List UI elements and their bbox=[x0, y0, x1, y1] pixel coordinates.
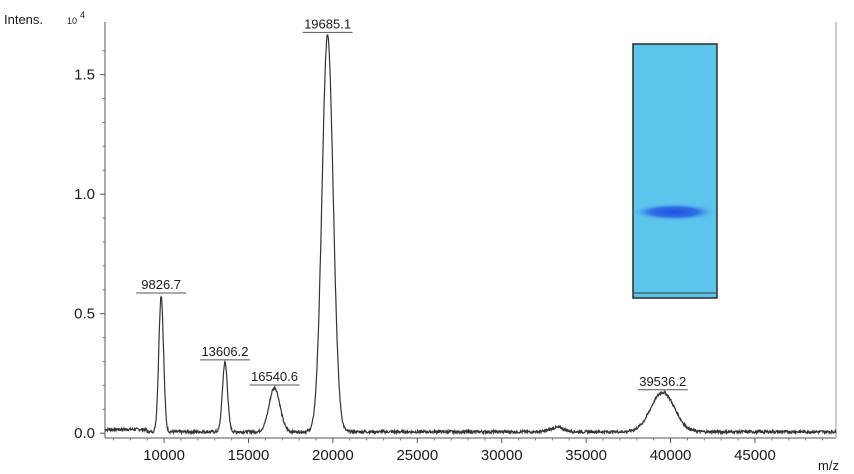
x-tick-label: 15000 bbox=[228, 447, 270, 464]
axis-tick-labels: 10000 15000 20000 25000 30000 35000 40000 45000… bbox=[74, 67, 776, 464]
gel-lane bbox=[632, 43, 718, 299]
peak-label-text: 19685.1 bbox=[304, 16, 351, 31]
y-axis-scale-exponent: 4 bbox=[80, 10, 85, 20]
peak-label: 9826.7 bbox=[136, 277, 187, 294]
x-tick-label: 35000 bbox=[565, 447, 607, 464]
axis-ticks bbox=[100, 50, 823, 443]
peak-label-text: 13606.2 bbox=[201, 344, 248, 359]
peak-label: 39536.2 bbox=[637, 374, 688, 391]
y-tick-label: 1.5 bbox=[74, 67, 95, 84]
peak-label: 19685.1 bbox=[302, 16, 353, 33]
x-tick-label: 40000 bbox=[650, 447, 692, 464]
x-tick-label: 20000 bbox=[312, 447, 354, 464]
y-tick-label: 0.0 bbox=[74, 425, 95, 442]
spectrum-line bbox=[104, 33, 837, 436]
gel-protein-band bbox=[630, 203, 718, 221]
x-axis-label: m/z bbox=[818, 458, 839, 473]
x-tick-label: 45000 bbox=[734, 447, 776, 464]
gel-inset bbox=[630, 43, 718, 299]
y-tick-label: 1.0 bbox=[74, 186, 95, 203]
peak-label: 16540.6 bbox=[249, 369, 300, 386]
x-tick-label: 10000 bbox=[143, 447, 185, 464]
x-tick-label: 30000 bbox=[481, 447, 523, 464]
y-tick-label: 0.5 bbox=[74, 306, 95, 323]
peak-label-text: 16540.6 bbox=[251, 369, 298, 384]
peak-label-text: 39536.2 bbox=[639, 374, 686, 389]
x-tick-label: 25000 bbox=[396, 447, 438, 464]
peak-label: 13606.2 bbox=[199, 344, 250, 361]
y-axis-label: Intens. bbox=[4, 12, 43, 27]
y-axis-scale-base: 10 bbox=[67, 16, 77, 26]
peak-label-text: 9826.7 bbox=[141, 277, 181, 292]
